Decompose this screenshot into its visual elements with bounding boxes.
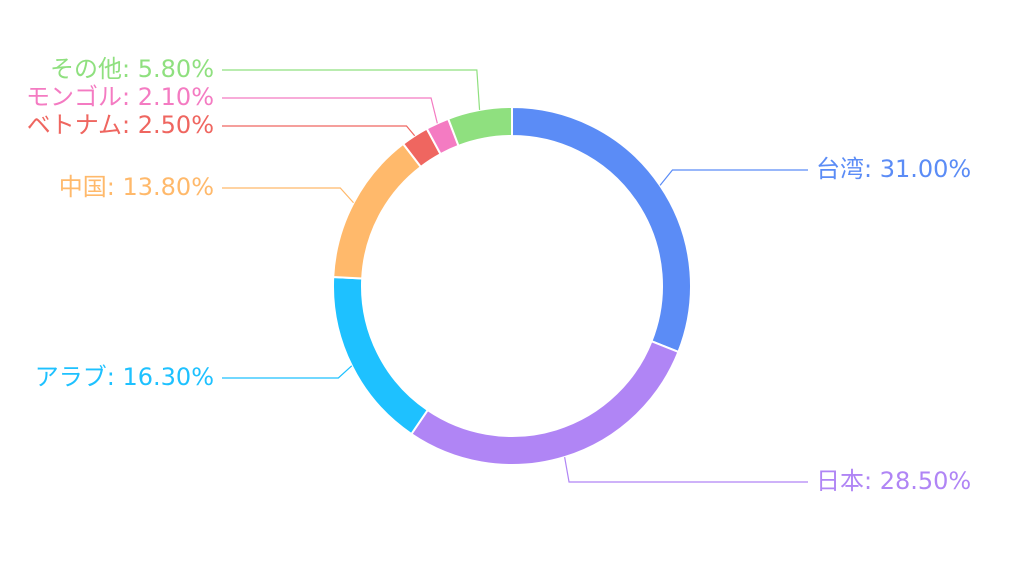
donut-slice (332, 142, 423, 280)
leader-line (222, 365, 353, 379)
category-name: その他 (50, 55, 122, 83)
donut-slice (446, 105, 513, 148)
leader-line (222, 97, 438, 124)
category-name: アラブ (35, 363, 107, 391)
donut-slice (511, 105, 692, 354)
value-label: 2.50% (138, 111, 214, 139)
category-name: 台湾 (816, 155, 864, 183)
slice-label: モンゴル: 2.10% (26, 83, 214, 111)
leader-line (564, 456, 808, 483)
leader-line (222, 69, 481, 111)
slice-label: アラブ: 16.30% (35, 363, 214, 391)
value-label: 5.80% (138, 55, 214, 83)
value-label: 2.10% (138, 83, 214, 111)
donut-slice (332, 275, 430, 436)
slice-label: その他: 5.80% (50, 55, 214, 83)
slice-label: 中国: 13.80% (59, 173, 214, 201)
category-name: 日本 (816, 467, 864, 495)
donut-slice (409, 339, 680, 466)
category-name: 中国 (59, 173, 107, 201)
leader-line (222, 187, 354, 204)
slice-label: ベトナム: 2.50% (27, 111, 214, 139)
value-label: 16.30% (122, 363, 214, 391)
leader-line (659, 169, 808, 186)
value-label: 13.80% (122, 173, 214, 201)
leader-line (222, 125, 416, 137)
value-label: 28.50% (880, 467, 972, 495)
category-name: ベトナム (27, 111, 122, 139)
slice-label: 日本: 28.50% (816, 467, 971, 495)
slice-label: 台湾: 31.00% (816, 155, 971, 183)
category-name: モンゴル (26, 83, 122, 111)
value-label: 31.00% (880, 155, 972, 183)
